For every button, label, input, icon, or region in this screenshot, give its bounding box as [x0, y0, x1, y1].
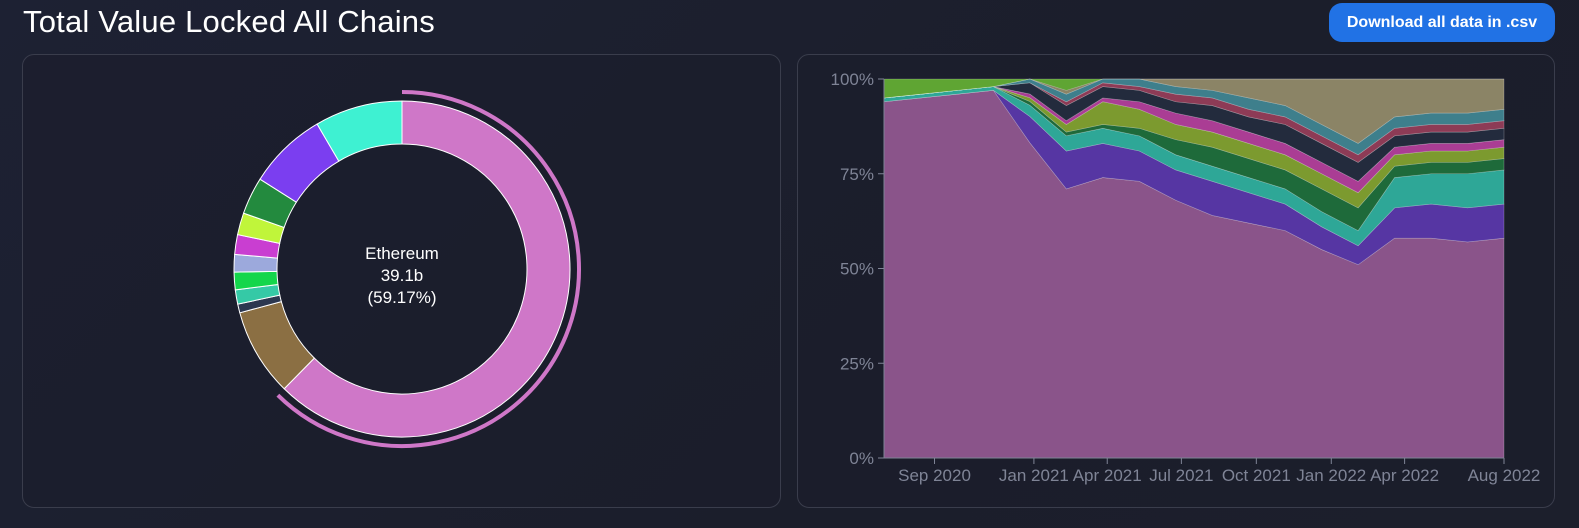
y-tick-label: 75% — [840, 165, 874, 184]
x-tick-label: Jan 2022 — [1296, 466, 1366, 485]
pie-chart-panel: Ethereum 39.1b (59.17%) — [22, 54, 781, 508]
x-tick-label: Apr 2022 — [1370, 466, 1439, 485]
stacked-area-chart[interactable]: 0% 25% 50% 75% 100% Sep 2020 Jan 2021 Apr 2021 J… — [798, 55, 1554, 507]
area-chart-panel: 0% 25% 50% 75% 100% Sep 2020 Jan 2021 Apr 2021 J… — [797, 54, 1555, 508]
area-series-9[interactable] — [883, 78, 1505, 144]
y-tick-label: 100% — [831, 70, 874, 89]
area-series-3[interactable] — [883, 86, 1505, 231]
area-series-1[interactable] — [883, 90, 1505, 266]
x-tick-label: Oct 2021 — [1222, 466, 1291, 485]
donut-slice-10[interactable] — [316, 100, 403, 162]
center-label-name: Ethereum — [365, 244, 439, 263]
area-series-8[interactable] — [883, 78, 1505, 156]
area-series-6[interactable] — [883, 82, 1505, 182]
highlight-ring — [276, 90, 581, 448]
x-tick-label: Aug 2022 — [1468, 466, 1541, 485]
y-tick-label: 25% — [840, 354, 874, 373]
area-series-7[interactable] — [883, 82, 1505, 163]
donut-chart[interactable]: Ethereum 39.1b (59.17%) — [23, 55, 780, 507]
download-csv-button[interactable]: Download all data in .csv — [1329, 3, 1555, 42]
area-series-5[interactable] — [883, 86, 1505, 194]
center-label-value: 39.1b — [381, 266, 424, 285]
x-tick-label: Apr 2021 — [1073, 466, 1142, 485]
area-series-4[interactable] — [883, 86, 1505, 209]
area-series-10[interactable] — [883, 78, 1504, 99]
y-tick-label: 50% — [840, 260, 874, 279]
x-tick-label: Jan 2021 — [999, 466, 1069, 485]
page-title: Total Value Locked All Chains — [23, 4, 435, 39]
y-tick-label: 0% — [849, 449, 874, 468]
donut-slice-ethereum[interactable] — [283, 100, 571, 438]
center-label-percent: (59.17%) — [368, 288, 437, 307]
x-tick-label: Sep 2020 — [898, 466, 971, 485]
x-tick-label: Jul 2021 — [1149, 466, 1213, 485]
